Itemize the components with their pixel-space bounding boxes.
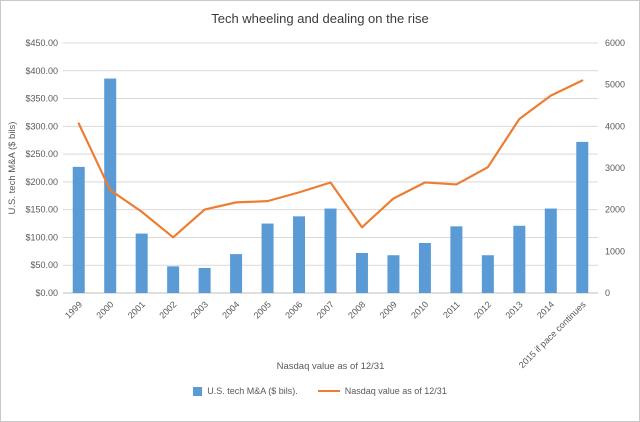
chart-title: Tech wheeling and dealing on the rise: [211, 11, 429, 26]
left-axis-tick-label: $0.00: [35, 288, 58, 298]
left-axis-tick-label: $400.00: [25, 66, 58, 76]
bar: [293, 216, 306, 293]
legend-item-line-series: Nasdaq value as of 12/31: [317, 386, 447, 396]
x-axis-category-label: 2004: [220, 299, 241, 320]
right-axis-tick-label: 6000: [605, 38, 625, 48]
x-axis-category-label: 2005: [252, 299, 273, 320]
y-axis-title: U.S. tech M&A ($ bils): [7, 122, 18, 215]
x-axis-category-label: 2012: [472, 299, 493, 320]
x-axis-category-label: 2002: [157, 299, 178, 320]
x-axis-category-label: 2009: [378, 299, 399, 320]
right-axis-tick-label: 0: [605, 288, 610, 298]
x-axis-category-label: 1999: [63, 299, 84, 320]
left-axis-tick-label: $350.00: [25, 94, 58, 104]
bar: [355, 253, 368, 293]
x-axis-category-label: 2008: [346, 299, 367, 320]
x-axis-category-label: 2010: [409, 299, 430, 320]
right-axis-tick-label: 1000: [605, 246, 625, 256]
x-axis-category-label: 2001: [126, 299, 147, 320]
x-axis-category-label: 2006: [283, 299, 304, 320]
right-axis-tick-label: 2000: [605, 205, 625, 215]
legend-label-bar-series: U.S. tech M&A ($ bils).: [207, 386, 298, 396]
bar: [387, 255, 400, 293]
x-axis-title: Nasdaq value as of 12/31: [276, 361, 385, 372]
bar: [450, 226, 463, 293]
legend-item-bar-series: U.S. tech M&A ($ bils).: [193, 386, 298, 396]
right-axis-tick-label: 5000: [605, 80, 625, 90]
left-axis-tick-label: $50.00: [30, 260, 58, 270]
left-axis-tick-label: $200.00: [25, 177, 58, 187]
bar: [261, 223, 274, 293]
bar: [230, 254, 243, 293]
left-axis-tick-label: $300.00: [25, 121, 58, 131]
x-axis-category-label: 2007: [315, 299, 336, 320]
left-axis-tick-label: $450.00: [25, 38, 58, 48]
line-series-swatch-icon: [317, 390, 340, 392]
bar: [576, 141, 589, 293]
x-axis-category-label: 2014: [535, 299, 556, 320]
bar: [72, 166, 85, 293]
bar: [513, 225, 526, 293]
bar: [418, 243, 431, 293]
left-axis-tick-label: $100.00: [25, 232, 58, 242]
bar: [198, 268, 211, 293]
legend-label-line-series: Nasdaq value as of 12/31: [344, 386, 447, 396]
bar: [135, 233, 148, 293]
x-axis-category-label: 2000: [94, 299, 115, 320]
right-axis-tick-label: 3000: [605, 163, 625, 173]
bar: [167, 266, 180, 293]
nasdaq-line: [77, 79, 584, 239]
bar: [544, 208, 557, 293]
x-axis-category-label: 2003: [189, 299, 210, 320]
left-axis-tick-label: $150.00: [25, 205, 58, 215]
bar: [324, 208, 337, 293]
x-axis-category-label: 2011: [441, 299, 462, 320]
legend: U.S. tech M&A ($ bils). Nasdaq value as …: [1, 386, 639, 396]
left-axis-tick-label: $250.00: [25, 149, 58, 159]
x-axis-category-label: 2013: [504, 299, 525, 320]
bar-series-swatch-icon: [193, 386, 203, 396]
bar: [481, 255, 494, 293]
right-axis-tick-label: 4000: [605, 121, 625, 131]
bar: [104, 78, 117, 293]
